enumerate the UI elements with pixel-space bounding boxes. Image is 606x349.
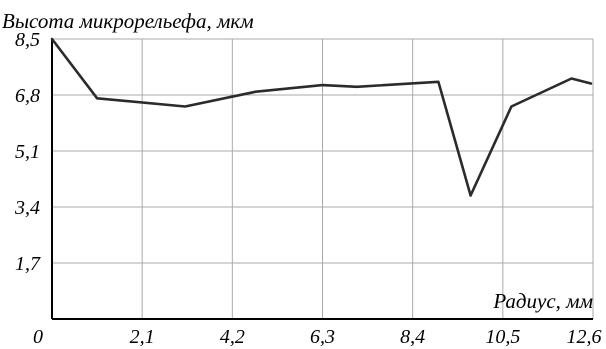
x-tick-label: 12,6 <box>567 326 602 348</box>
y-tick-label: 6,8 <box>15 85 40 107</box>
grid <box>52 38 594 319</box>
x-tick-label: 4,2 <box>220 326 245 348</box>
y-axis-title: Высота микрорельефа, мкм <box>2 9 254 33</box>
x-tick-label: 8,4 <box>400 326 425 348</box>
x-axis-title: Радиус, мм <box>492 289 593 313</box>
series-layer <box>50 37 593 197</box>
y-tick-label: 3,4 <box>14 197 40 219</box>
tick-labels: 0 2,1 4,2 6,3 8,4 10,5 12,6 1,7 3,4 5,1 6,8 8,5 <box>14 29 602 348</box>
x-tick-label: 10,5 <box>485 326 520 348</box>
x-tick-label: 2,1 <box>130 326 155 348</box>
x-tick-label: 0 <box>33 326 43 348</box>
y-tick-label: 8,5 <box>15 29 40 51</box>
series-line <box>50 37 593 197</box>
y-tick-label: 5,1 <box>15 141 40 163</box>
y-tick-label: 1,7 <box>15 253 41 275</box>
x-tick-label: 6,3 <box>310 326 335 348</box>
